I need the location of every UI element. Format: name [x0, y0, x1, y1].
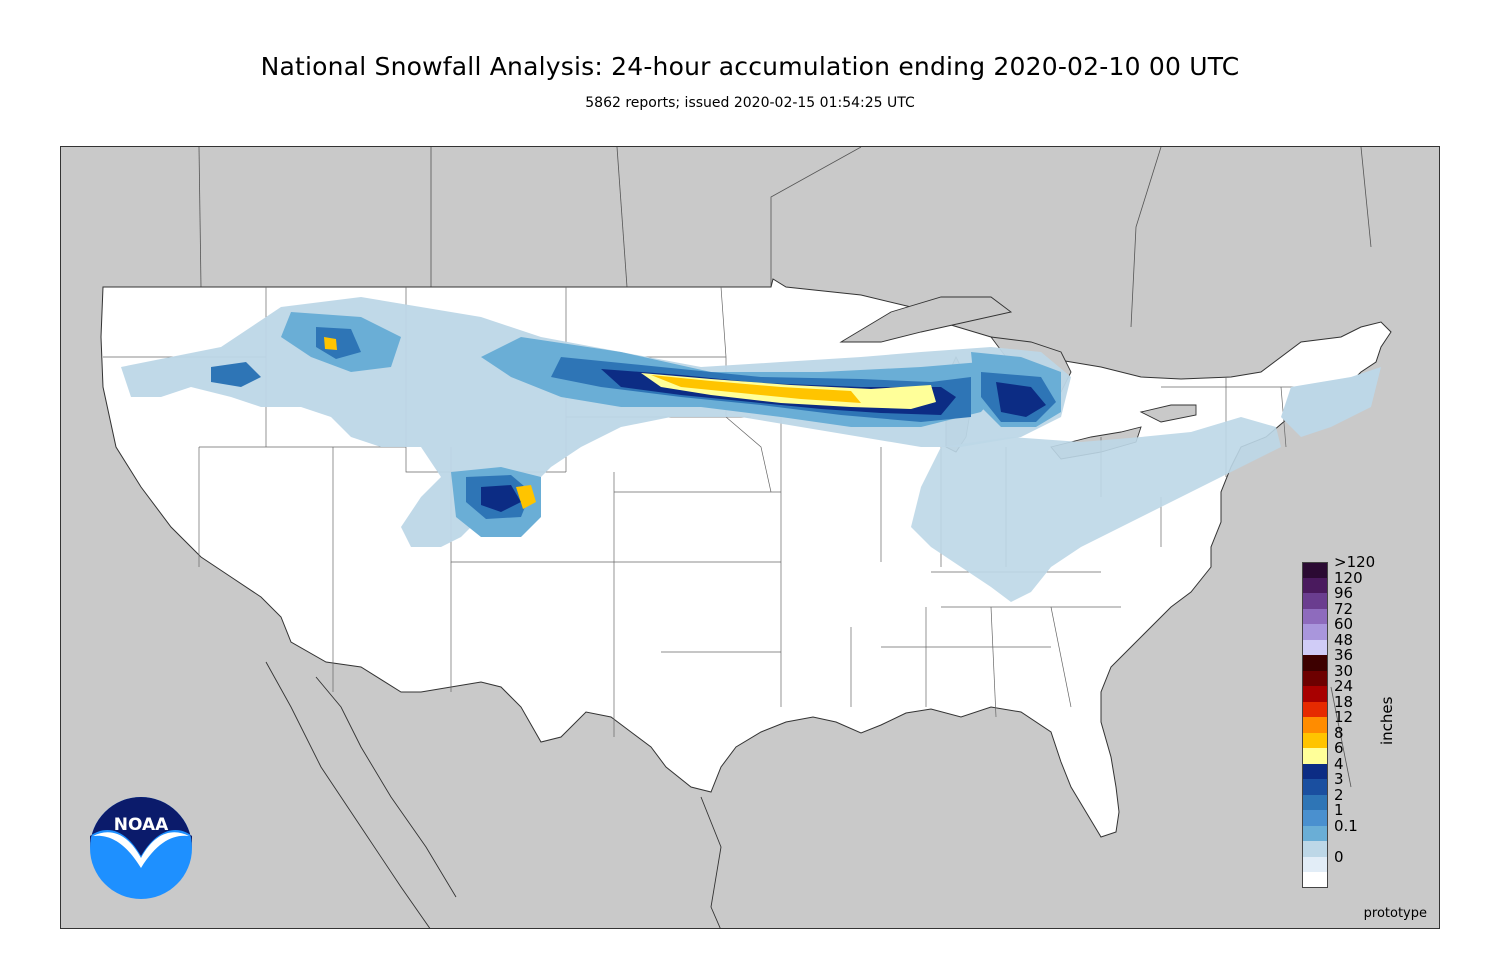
mexico-coast: [265, 661, 722, 928]
legend-label: 12: [1334, 708, 1354, 726]
legend-swatch: [1302, 593, 1328, 609]
legend-label: 3: [1334, 770, 1344, 788]
map-subtitle: 5862 reports; issued 2020-02-15 01:54:25…: [585, 95, 915, 111]
legend-swatch: [1302, 562, 1328, 578]
color-legend: >120 120 96 72 60 48 36 30 24 18 12 8 6 4 3 2 1 0.1 0: [1302, 555, 1452, 888]
legend-swatch: [1302, 577, 1328, 594]
noaa-logo-text: NOAA: [114, 815, 169, 835]
legend-label: 60: [1334, 615, 1354, 633]
legend-swatch: [1302, 825, 1328, 842]
snowfall-map[interactable]: prototype: [60, 146, 1440, 929]
legend-swatch: [1302, 639, 1328, 656]
legend-swatch: [1302, 670, 1328, 687]
legend-label: 18: [1334, 692, 1354, 711]
legend-label: 72: [1334, 599, 1354, 618]
legend-swatch: [1302, 856, 1328, 873]
legend-swatch: [1302, 655, 1328, 671]
legend-label: 48: [1334, 630, 1354, 649]
map-canvas: prototype: [61, 147, 1439, 928]
legend-label: 8: [1334, 723, 1344, 742]
legend-swatch: [1302, 624, 1328, 640]
legend-label: 120: [1334, 568, 1363, 587]
legend-units-label: inches: [1378, 696, 1396, 745]
legend-swatch: [1302, 732, 1328, 749]
map-title: National Snowfall Analysis: 24-hour accu…: [260, 52, 1240, 81]
legend-swatch: [1302, 794, 1328, 811]
legend-label: 1: [1334, 801, 1344, 819]
legend-label: 96: [1334, 584, 1354, 602]
legend-label: 0.1: [1334, 816, 1358, 835]
legend-swatch: [1302, 810, 1328, 826]
legend-swatch: [1302, 717, 1328, 733]
legend-swatch: [1302, 872, 1328, 888]
legend-label: 4: [1334, 754, 1344, 773]
legend-label: 30: [1334, 661, 1354, 680]
legend-label: 6: [1334, 739, 1344, 757]
foreign-borders: [198, 147, 1372, 788]
legend-swatch: [1302, 748, 1328, 764]
legend-swatch: [1302, 841, 1328, 857]
legend-swatch: [1302, 608, 1328, 625]
legend-label: >120: [1334, 553, 1376, 571]
prototype-label: prototype: [1364, 906, 1427, 921]
noaa-logo-icon: NOAA: [90, 797, 192, 899]
snowfall-shading: [121, 297, 1381, 602]
legend-label: 2: [1334, 785, 1344, 804]
legend-label: 24: [1334, 677, 1354, 695]
legend-swatch: [1302, 701, 1328, 718]
legend-label: 0: [1334, 847, 1344, 866]
legend-swatch: [1302, 763, 1328, 780]
legend-swatch: [1302, 686, 1328, 702]
legend-swatch: [1302, 779, 1328, 795]
legend-label: 36: [1334, 646, 1354, 664]
